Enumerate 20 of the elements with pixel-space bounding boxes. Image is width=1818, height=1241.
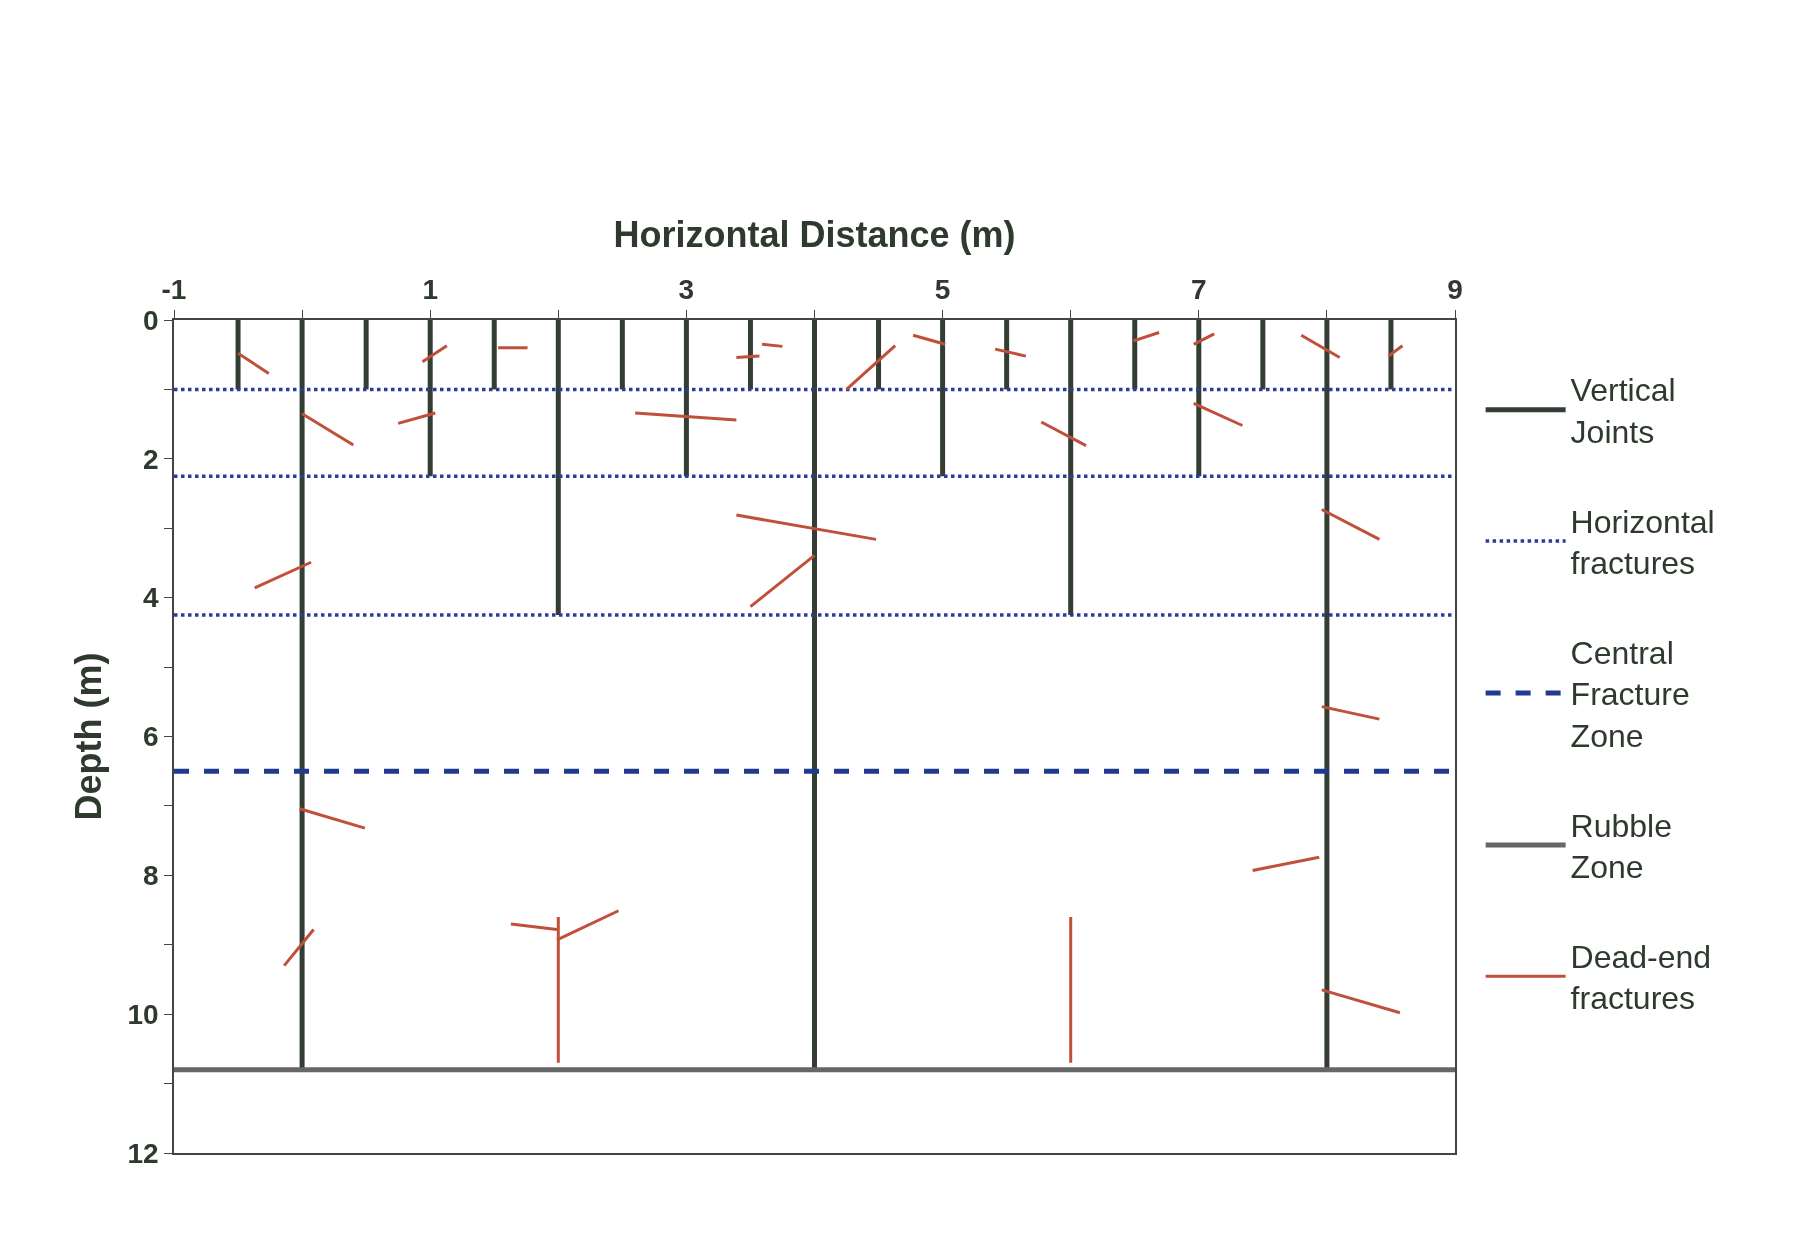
x-tick-label: 9	[1447, 274, 1463, 306]
legend-label: Rubble Zone	[1570, 807, 1673, 886]
legend-label: Dead-end fractures	[1570, 938, 1712, 1017]
legend-label: Vertical Joints	[1570, 372, 1676, 451]
x-tick-label: 1	[422, 274, 438, 306]
x-axis-title: Horizontal Distance (m)	[613, 214, 1016, 256]
y-tick-label: 2	[143, 443, 159, 475]
x-tick-label: 7	[1191, 274, 1207, 306]
y-tick-label: 12	[127, 1137, 159, 1169]
y-tick-label: 4	[143, 582, 160, 614]
y-tick-label: 8	[143, 860, 159, 892]
legend-label: Horizontal fractures	[1570, 503, 1715, 582]
y-tick-label: 0	[143, 304, 159, 336]
y-axis-title: Depth (m)	[67, 652, 109, 821]
x-tick-label: 3	[678, 274, 695, 306]
legend-label: Central Fracture Zone	[1570, 634, 1690, 755]
x-tick-label: -1	[161, 274, 187, 306]
x-tick-label: 5	[934, 274, 951, 306]
y-tick-label: 10	[127, 998, 159, 1030]
y-tick-label: 6	[143, 721, 159, 753]
